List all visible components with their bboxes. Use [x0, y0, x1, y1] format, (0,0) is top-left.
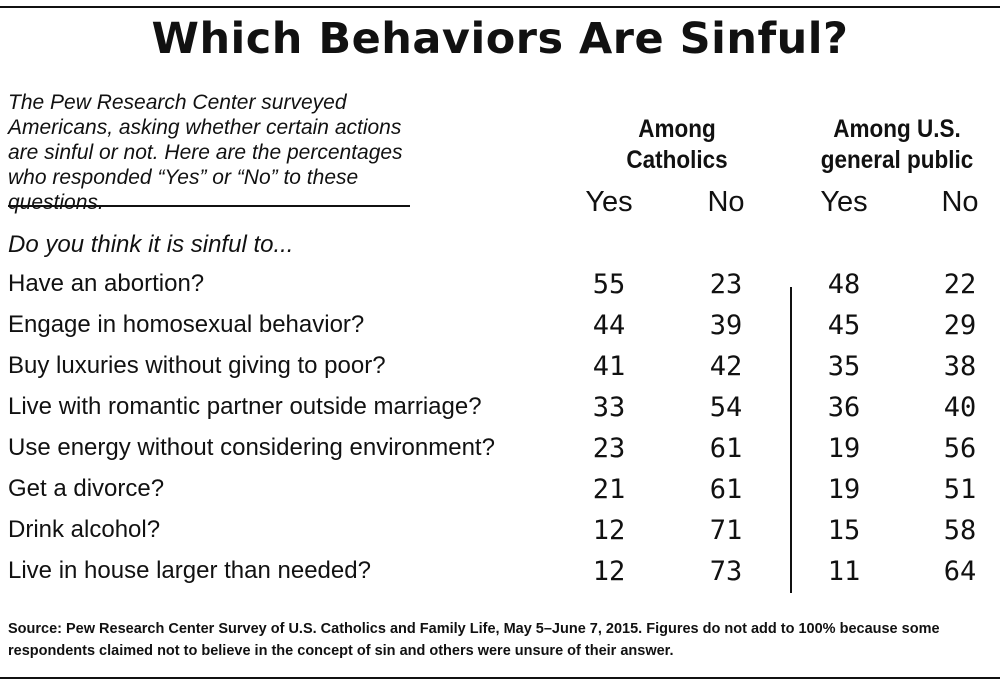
- cell-catholics-yes: 41: [592, 351, 626, 382]
- cell-public-yes: 36: [827, 392, 861, 423]
- group-header-catholics: Among Catholics: [626, 115, 728, 174]
- cell-catholics-no: 39: [709, 310, 743, 341]
- source-note: Source: Pew Research Center Survey of U.…: [8, 621, 940, 659]
- cell-public-yes: 15: [827, 515, 861, 546]
- cell-public-no: 64: [943, 556, 977, 587]
- cell-catholics-no: 73: [709, 556, 743, 587]
- row-label: Have an abortion?: [8, 270, 205, 297]
- cell-catholics-yes: 21: [592, 474, 626, 505]
- cell-public-yes: 48: [827, 269, 861, 300]
- cell-public-yes: 35: [827, 351, 861, 382]
- intro-divider: [8, 205, 410, 207]
- cell-catholics-no: 71: [709, 515, 743, 546]
- cell-public-yes: 11: [827, 556, 861, 587]
- cell-public-no: 29: [943, 310, 977, 341]
- row-label: Use energy without considering environme…: [8, 434, 495, 461]
- group-header-general-public: Among U.S. general public: [820, 115, 974, 174]
- cell-catholics-no: 23: [709, 269, 743, 300]
- bottom-rule: [0, 677, 1000, 679]
- cell-public-yes: 45: [827, 310, 861, 341]
- col-header-public-yes: Yes: [820, 186, 868, 218]
- cell-catholics-no: 61: [709, 433, 743, 464]
- cell-catholics-yes: 44: [592, 310, 626, 341]
- cell-public-no: 51: [943, 474, 977, 505]
- col-header-catholics-yes: Yes: [585, 186, 633, 218]
- cell-catholics-no: 54: [709, 392, 743, 423]
- cell-catholics-yes: 12: [592, 556, 626, 587]
- cell-public-no: 58: [943, 515, 977, 546]
- cell-catholics-yes: 12: [592, 515, 626, 546]
- cell-public-no: 40: [943, 392, 977, 423]
- row-label: Drink alcohol?: [8, 516, 161, 543]
- row-label: Buy luxuries without giving to poor?: [8, 352, 386, 379]
- cell-catholics-yes: 33: [592, 392, 626, 423]
- cell-catholics-no: 61: [709, 474, 743, 505]
- cell-catholics-yes: 55: [592, 269, 626, 300]
- group-divider-line: [790, 287, 792, 593]
- row-label: Live in house larger than needed?: [8, 557, 371, 584]
- top-rule: [0, 6, 1000, 8]
- cell-public-no: 56: [943, 433, 977, 464]
- question-prompt: Do you think it is sinful to...: [8, 231, 294, 258]
- row-label: Engage in homosexual behavior?: [8, 311, 365, 338]
- cell-catholics-yes: 23: [592, 433, 626, 464]
- row-label: Get a divorce?: [8, 475, 165, 502]
- cell-catholics-no: 42: [709, 351, 743, 382]
- col-header-catholics-no: No: [707, 186, 745, 218]
- row-label: Live with romantic partner outside marri…: [8, 393, 482, 420]
- cell-public-no: 38: [943, 351, 977, 382]
- cell-public-yes: 19: [827, 433, 861, 464]
- cell-public-no: 22: [943, 269, 977, 300]
- cell-public-yes: 19: [827, 474, 861, 505]
- col-header-public-no: No: [941, 186, 979, 218]
- chart-title: Which Behaviors Are Sinful?: [151, 14, 849, 64]
- intro-text: The Pew Research Center surveyed America…: [8, 91, 403, 214]
